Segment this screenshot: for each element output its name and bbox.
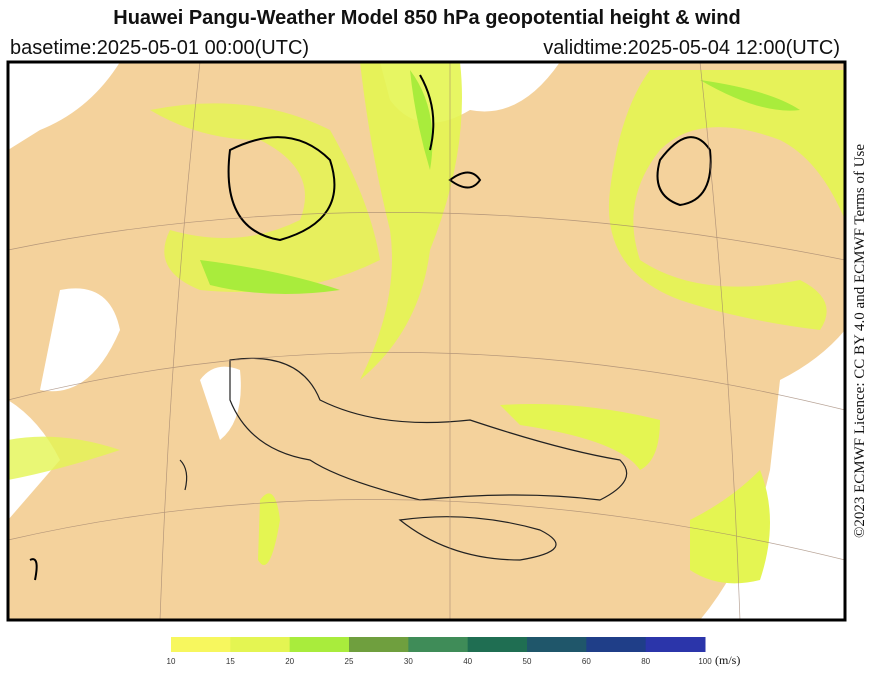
validtime: validtime:2025-05-04 12:00(UTC) (543, 37, 840, 59)
colorbar-tick-label: 50 (523, 657, 532, 666)
colorbar-segment (349, 637, 409, 652)
colorbar-segment (171, 637, 231, 652)
colorbar-unit: (m/s) (715, 653, 740, 667)
basetime: basetime:2025-05-01 00:00(UTC) (10, 37, 309, 59)
colorbar-tick-label: 100 (698, 657, 712, 666)
colorbar-segment (586, 637, 647, 652)
colorbar-tick-label: 80 (641, 657, 650, 666)
colorbar-tick-label: 25 (345, 657, 354, 666)
colorbar-segment (289, 637, 350, 652)
colorbar-tick-label: 20 (285, 657, 294, 666)
colorbar-segment (467, 637, 528, 652)
colorbar-tick-label: 30 (404, 657, 413, 666)
colorbar-segment (408, 637, 469, 652)
title: Huawei Pangu-Weather Model 850 hPa geopo… (113, 7, 740, 29)
colorbar-segment (527, 637, 587, 652)
colorbar: 10 15 20 25 30 40 50 60 80 100 (m/s) (167, 637, 740, 667)
licence: ©2023 ECMWF Licence: CC BY 4.0 and ECMWF… (852, 144, 868, 538)
colorbar-tick-label: 60 (582, 657, 591, 666)
colorbar-tick-label: 40 (463, 657, 472, 666)
map (6, 60, 847, 622)
colorbar-segment (645, 637, 706, 652)
colorbar-segment (230, 637, 291, 652)
colorbar-tick-label: 15 (226, 657, 235, 666)
colorbar-tick-label: 10 (167, 657, 176, 666)
